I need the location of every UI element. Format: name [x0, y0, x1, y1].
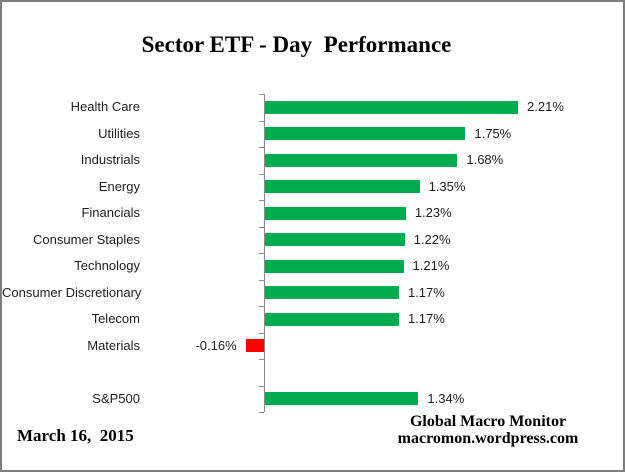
value-label-utilities: 1.75% — [474, 125, 512, 141]
bar-energy — [265, 180, 420, 194]
chart-row-consumer-discretionary: Consumer Discretionary 1.17% — [2, 280, 623, 307]
value-label-consumer-staples: 1.22% — [413, 231, 451, 247]
chart-row-financials: Financials 1.23% — [2, 200, 623, 227]
chart-row-consumer-staples: Consumer Staples 1.22% — [2, 227, 623, 254]
chart-row-energy: Energy 1.35% — [2, 174, 623, 201]
value-label-s-p500: 1.34% — [427, 390, 465, 406]
bar-s-p500 — [265, 392, 419, 406]
bar-financials — [265, 206, 406, 220]
category-label-industrials: Industrials — [80, 152, 140, 167]
axis-tick — [259, 333, 264, 334]
category-label-consumer-staples: Consumer Staples — [33, 231, 140, 247]
chart-row-telecom: Telecom 1.17% — [2, 306, 623, 333]
axis-tick — [259, 94, 264, 95]
axis-tick — [259, 147, 264, 148]
bar-consumer-staples — [265, 233, 405, 247]
category-label-energy: Energy — [98, 178, 140, 194]
category-label-technology: Technology — [74, 258, 140, 273]
axis-tick — [259, 200, 264, 201]
credit-url: macromon.wordpress.com — [397, 430, 579, 447]
axis-tick — [259, 174, 264, 175]
bar-technology — [265, 259, 404, 273]
value-label-technology: 1.21% — [412, 258, 450, 273]
value-label-materials: -0.16% — [195, 337, 237, 353]
axis-tick — [259, 386, 264, 387]
category-label-consumer-discretionary: Consumer Discretionary — [2, 284, 142, 300]
chart-row-technology: Technology 1.21% — [2, 253, 623, 280]
category-label-utilities: Utilities — [98, 125, 140, 141]
credit-name: Global Macro Monitor — [409, 413, 567, 430]
chart-row-utilities: Utilities 1.75% — [2, 121, 623, 148]
value-label-consumer-discretionary: 1.17% — [407, 284, 445, 300]
chart-row-industrials: Industrials 1.68% — [2, 147, 623, 174]
bar-chart: Health Care 2.21% Utilities 1.75% Industrial… — [2, 94, 623, 413]
bar-industrials — [265, 153, 458, 167]
category-label-s-p500: S&P500 — [92, 390, 140, 406]
value-label-health-care: 2.21% — [527, 99, 564, 114]
axis-tick — [259, 359, 264, 360]
chart-row-blank — [2, 359, 623, 386]
axis-tick — [259, 280, 264, 281]
category-label-telecom: Telecom — [91, 311, 140, 326]
bar-telecom — [265, 312, 399, 326]
category-label-financials: Financials — [81, 205, 140, 220]
bar-consumer-discretionary — [265, 286, 399, 300]
value-label-financials: 1.23% — [414, 205, 452, 220]
chart-row-health-care: Health Care 2.21% — [2, 94, 623, 121]
value-label-telecom: 1.17% — [407, 311, 445, 326]
bar-utilities — [265, 127, 466, 141]
date-label: March 16, 2015 — [17, 426, 134, 445]
category-axis-line — [264, 94, 265, 412]
axis-tick — [259, 253, 264, 254]
axis-tick — [259, 227, 264, 228]
chart-row-materials: Materials -0.16% — [2, 333, 623, 360]
value-label-energy: 1.35% — [428, 178, 466, 194]
value-label-industrials: 1.68% — [466, 152, 504, 167]
bar-health-care — [265, 100, 519, 114]
category-label-health-care: Health Care — [70, 99, 140, 114]
category-label-materials: Materials — [87, 337, 140, 353]
axis-tick — [259, 121, 264, 122]
axis-tick — [259, 306, 264, 307]
chart-row-s-p500: S&P500 1.34% — [2, 386, 623, 413]
chart-title: Sector ETF - Day Performance — [141, 32, 452, 57]
axis-tick — [259, 412, 264, 413]
credit-block: Global Macro Monitor macromon.wordpress.… — [386, 413, 590, 447]
bar-materials — [245, 339, 264, 353]
